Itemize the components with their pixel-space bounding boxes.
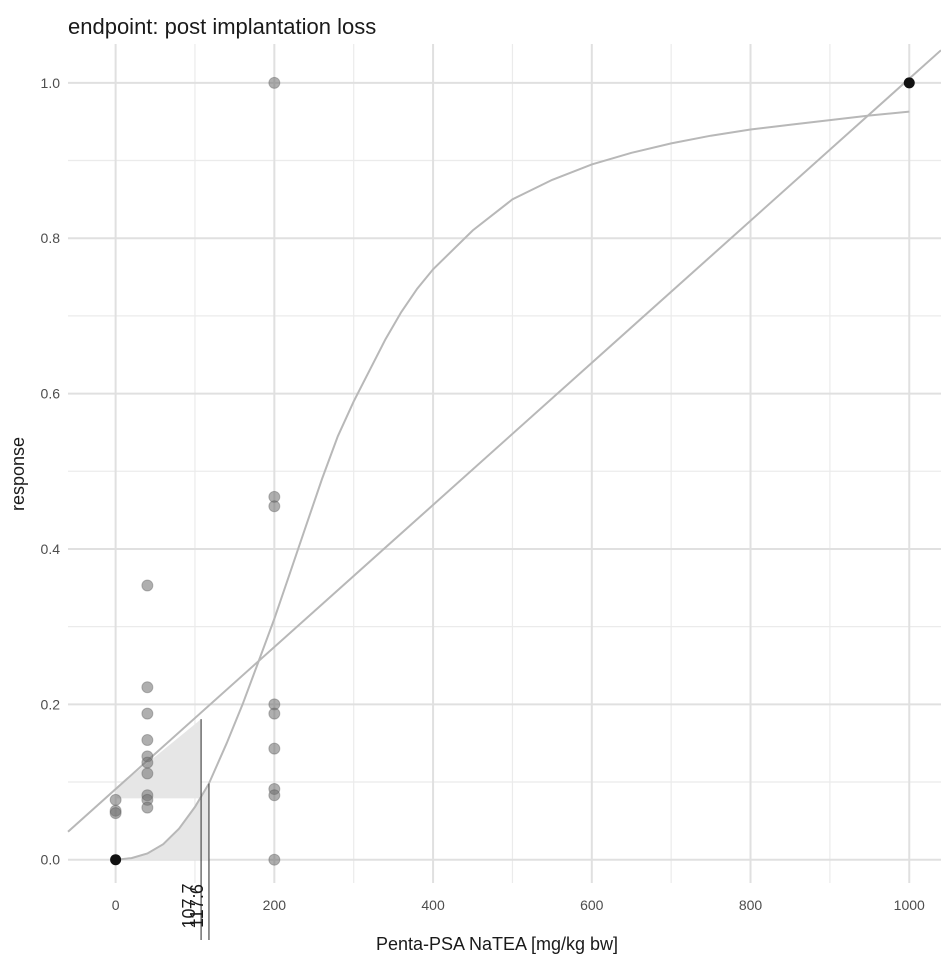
data-point xyxy=(141,767,154,780)
x-tick-label: 0 xyxy=(112,897,120,913)
highlight-point xyxy=(110,854,122,866)
sigmoid-bmd-shaded-region xyxy=(115,783,209,860)
confidence-band-layer xyxy=(115,719,209,860)
x-tick-label: 800 xyxy=(739,897,763,913)
linear-fit-line xyxy=(67,49,941,833)
data-point-layer xyxy=(109,76,915,866)
data-point xyxy=(141,681,154,694)
y-tick-label: 0.2 xyxy=(41,696,61,712)
fit-line-layer xyxy=(67,49,941,940)
sigmoid-fit-curve xyxy=(115,110,910,861)
x-tick-label: 600 xyxy=(580,897,604,913)
x-tick-label: 200 xyxy=(263,897,287,913)
data-point xyxy=(268,789,281,802)
bmd-label: 117.6 xyxy=(187,884,207,928)
y-tick-label: 0.6 xyxy=(41,386,61,402)
y-tick-label: 0.0 xyxy=(41,852,61,868)
x-tick-label: 400 xyxy=(421,897,445,913)
y-axis-label: response xyxy=(8,437,28,511)
linear-bmd-shaded-region xyxy=(115,719,202,799)
data-point xyxy=(268,853,281,866)
data-point xyxy=(268,500,281,513)
data-point xyxy=(141,756,154,769)
highlight-point xyxy=(903,77,915,89)
chart-title: endpoint: post implantation loss xyxy=(68,14,376,39)
y-tick-label: 0.4 xyxy=(41,541,61,557)
data-point xyxy=(268,76,281,89)
data-point xyxy=(268,707,281,720)
data-point xyxy=(268,742,281,755)
data-point xyxy=(109,793,122,806)
grid-layer xyxy=(68,44,941,883)
y-tick-label: 0.8 xyxy=(41,230,61,246)
data-point xyxy=(141,801,154,814)
data-point xyxy=(141,734,154,747)
data-point xyxy=(141,707,154,720)
data-point xyxy=(141,579,154,592)
x-axis-label: Penta-PSA NaTEA [mg/kg bw] xyxy=(376,934,618,954)
bmd-label: 107.7 xyxy=(179,883,199,928)
data-point xyxy=(109,807,122,820)
x-tick-label: 1000 xyxy=(894,897,925,913)
y-tick-label: 1.0 xyxy=(41,75,61,91)
